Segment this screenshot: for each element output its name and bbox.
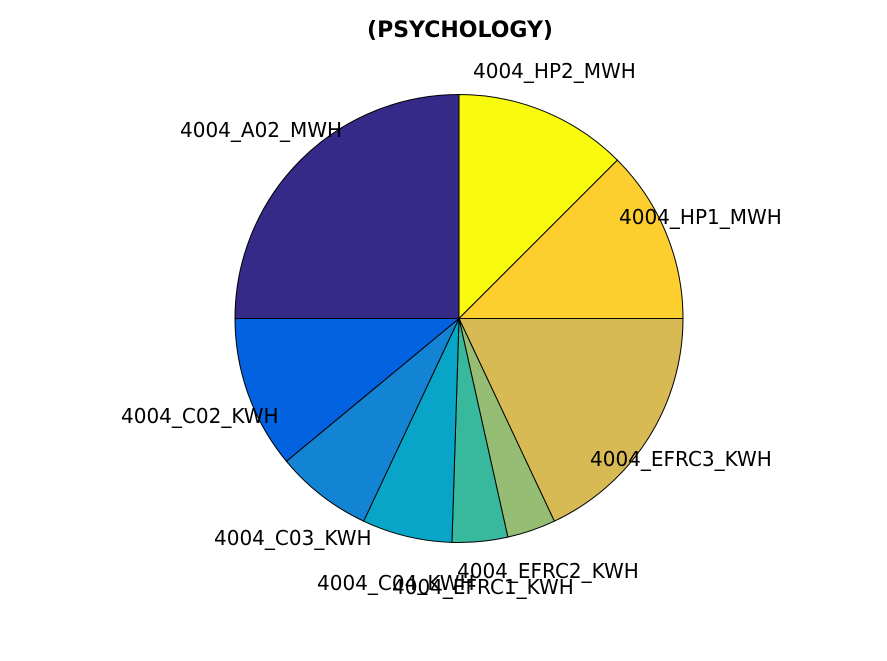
- slice-label-4004-efrc3-kwh: 4004_EFRC3_KWH: [590, 447, 772, 471]
- slice-label-4004-efrc1-kwh: 4004_EFRC1_KWH: [392, 575, 574, 599]
- slice-label-4004-hp2-mwh: 4004_HP2_MWH: [473, 59, 636, 83]
- chart-title: (PSYCHOLOGY): [367, 18, 553, 43]
- slice-label-4004-c03-kwh: 4004_C03_KWH: [214, 526, 372, 550]
- pie-slice-4004-c02-kwh: [234, 318, 461, 462]
- slice-label-4004-c04-kwh: 4004_C04_KWH: [317, 571, 475, 595]
- pie-slice-4004-hp1-mwh: [457, 159, 684, 319]
- slice-label-4004-efrc2-kwh: 4004_EFRC2_KWH: [457, 559, 639, 583]
- slice-label-4004-hp1-mwh: 4004_HP1_MWH: [619, 205, 782, 229]
- pie-slice-4004-a02-mwh: [234, 93, 460, 319]
- pie-slice-4004-efrc3-kwh: [458, 318, 684, 522]
- pie-slice-4004-hp2-mwh: [458, 93, 619, 320]
- slice-label-4004-a02-mwh: 4004_A02_MWH: [180, 118, 342, 142]
- slice-label-4004-c02-kwh: 4004_C02_KWH: [121, 404, 279, 428]
